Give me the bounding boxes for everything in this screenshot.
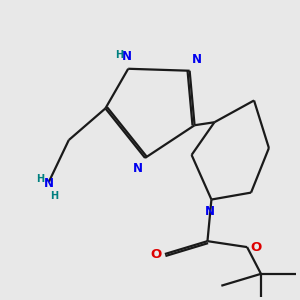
Text: H: H — [50, 191, 59, 201]
Text: O: O — [250, 241, 261, 254]
Text: N: N — [44, 177, 54, 190]
Text: N: N — [192, 53, 202, 66]
Text: H: H — [36, 174, 44, 184]
Text: N: N — [205, 205, 215, 218]
Text: H: H — [115, 50, 123, 60]
Text: N: N — [122, 50, 132, 63]
Text: O: O — [150, 248, 161, 260]
Text: N: N — [133, 162, 143, 176]
